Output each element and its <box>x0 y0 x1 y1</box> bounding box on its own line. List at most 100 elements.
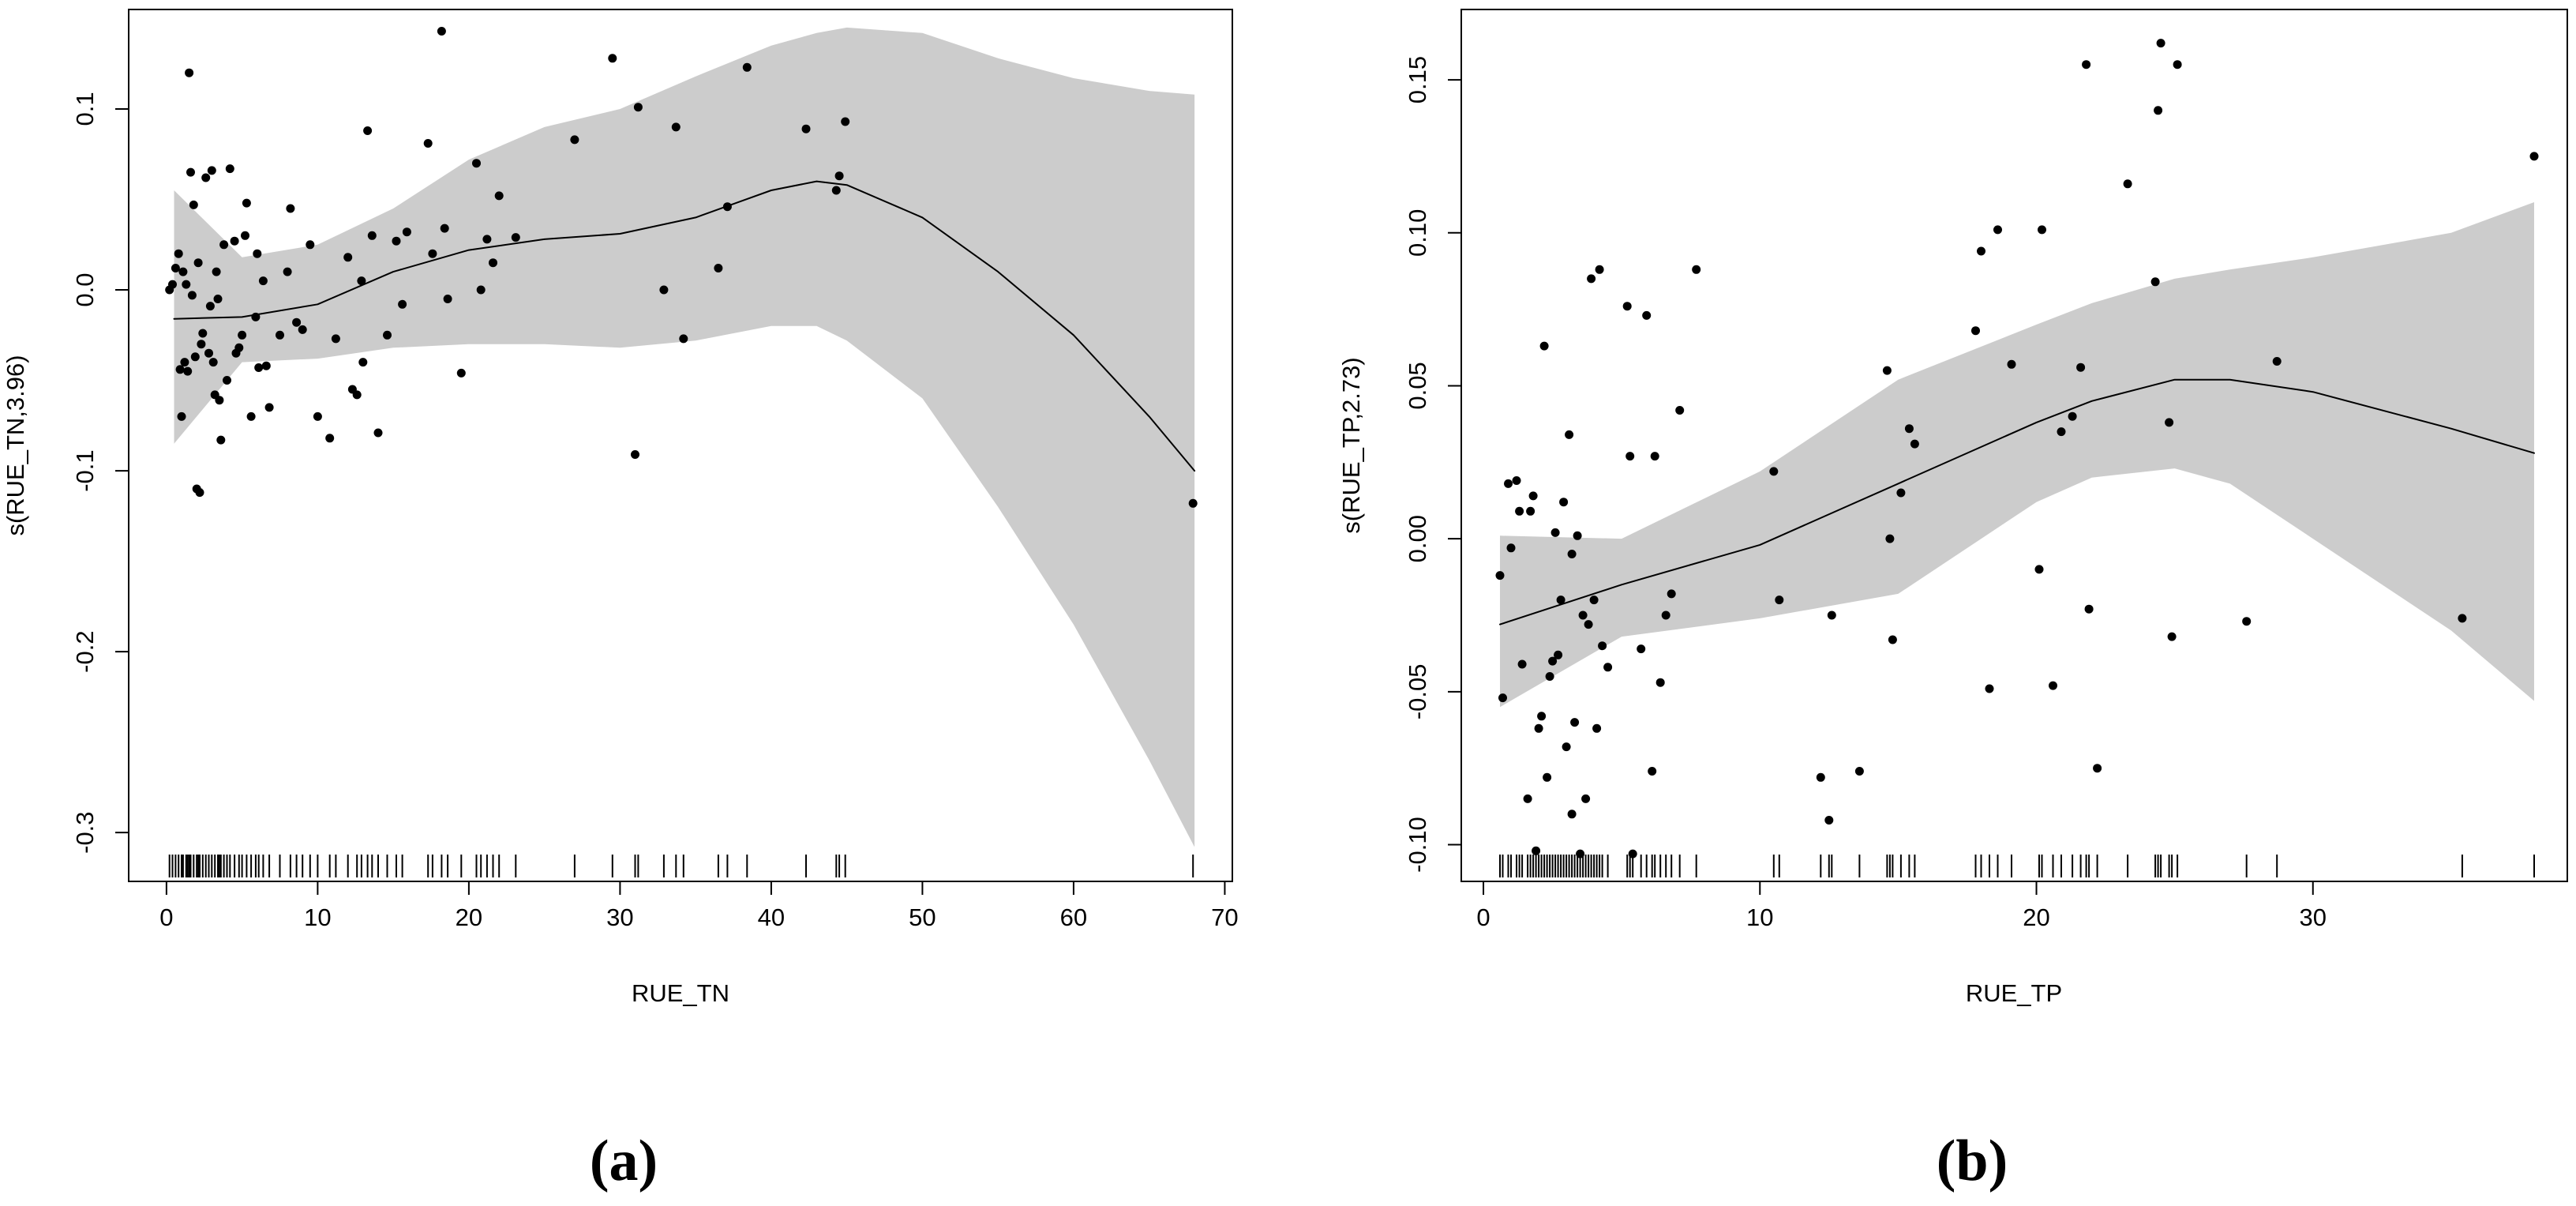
panel-b-y-tick-label: 0.05 <box>1404 362 1431 409</box>
panel-b-data-point <box>1655 678 1665 687</box>
panel-a-data-point <box>801 124 811 133</box>
panel-a-data-point <box>182 280 191 289</box>
panel-b-data-point <box>2242 617 2252 626</box>
panel-a-data-point <box>742 62 752 72</box>
panel-b-data-point <box>1882 366 1892 375</box>
panel-a-data-point <box>489 258 497 268</box>
panel-b-data-point <box>2123 179 2132 189</box>
panel-b-data-point <box>1515 506 1524 516</box>
panel-a-data-point <box>174 249 183 258</box>
panel-a-data-point <box>177 411 186 421</box>
panel-a-data-point <box>440 224 449 233</box>
panel-b-y-tick-label: 0.15 <box>1404 56 1431 103</box>
panel-b-data-point <box>2156 39 2165 48</box>
panel-a-data-point <box>231 348 241 358</box>
panel-a-data-point <box>246 411 256 421</box>
panel-b-y-tick-label: -0.10 <box>1404 817 1431 873</box>
panel-a-data-point <box>230 236 239 246</box>
panel-b-data-point <box>1896 488 1906 498</box>
panel-b-data-point <box>2458 614 2467 623</box>
panel-b-data-point <box>1888 635 1897 644</box>
panel-a-x-axis: 0 10 20 30 40 50 60 70 <box>159 881 1239 931</box>
panel-a-data-point <box>472 159 481 168</box>
panel-b-data-point <box>1578 611 1588 620</box>
panel-b-data-point <box>1537 712 1547 721</box>
panel-a-data-point <box>183 366 193 376</box>
panel-a-data-point <box>197 340 206 349</box>
panel-b-data-point <box>1993 225 2002 235</box>
panel-a-data-point <box>363 126 373 135</box>
panel-a-data-point <box>205 302 215 311</box>
panel-b-data-point <box>2049 681 2057 690</box>
panel-a-data-point <box>207 166 216 175</box>
panel-a-data-point <box>343 253 353 262</box>
panel-a-data-point <box>261 361 271 370</box>
panel-b-data-point <box>1589 595 1599 605</box>
panel-b-data-point <box>1637 644 1646 654</box>
panel-a-data-point <box>242 198 251 208</box>
panel-b-x-tick-label: 0 <box>1476 904 1490 931</box>
panel-b-data-point <box>1595 265 1604 274</box>
panel-a-data-point <box>198 329 208 338</box>
panel-b-data-point <box>1559 498 1569 507</box>
panel-a-data-point <box>225 164 234 174</box>
panel-a-data-point <box>659 285 669 295</box>
panel-b-data-point <box>2007 359 2016 369</box>
panel-b-x-axis: 0 10 20 30 <box>1476 881 2327 931</box>
panel-a-data-point <box>608 54 617 63</box>
panel-a-data-point <box>671 122 681 132</box>
panel-b-data-point <box>1506 543 1516 553</box>
panel-b-data-point <box>2057 427 2066 437</box>
panel-b-data-point <box>1904 424 1914 434</box>
panel-a-data-point <box>208 358 218 367</box>
panel-a-x-tick-label: 50 <box>909 904 936 931</box>
panel-a-data-point <box>185 68 194 77</box>
panel-a-data-point <box>180 358 189 367</box>
panel-b-label: (b) <box>1937 1129 2008 1193</box>
panel-a-data-point <box>331 334 340 344</box>
panel-a-data-point <box>1188 498 1198 508</box>
panel-a-confidence-band <box>174 27 1195 847</box>
panel-a-data-point <box>178 267 188 276</box>
panel-a-data-point <box>201 173 211 182</box>
panel-b-data-point <box>1603 663 1613 672</box>
panel-a-data-point <box>722 202 732 212</box>
panel-b-data-point <box>2154 106 2163 115</box>
panel-b-data-point <box>1565 430 1574 439</box>
panel-b-data-point <box>1495 571 1505 580</box>
panel-b-data-point <box>1692 265 1701 274</box>
panel-a-smooth-fit-line <box>173 180 1196 472</box>
panel-a-data-point <box>187 291 197 300</box>
panel-b-y-tick-label: -0.05 <box>1404 663 1431 719</box>
panel-a-data-point <box>168 280 177 289</box>
panel-a-data-point <box>347 385 357 394</box>
panel-b-data-point <box>1628 849 1637 858</box>
panel-a-data-point <box>570 135 579 145</box>
panel-a-y-tick-label: 0.1 <box>71 92 99 126</box>
panel-b-fit-layer <box>1499 378 2535 626</box>
panel-a-data-point <box>358 358 368 367</box>
panel-a-data-point <box>189 200 198 209</box>
panel-b-data-point <box>1556 595 1565 605</box>
panel-b-data-point <box>1523 794 1532 803</box>
panel-b-data-point <box>1854 767 1864 776</box>
panel-b-data-point <box>1827 611 1836 620</box>
panel-a-data-point <box>494 191 504 201</box>
panel-a-data-point <box>212 267 221 276</box>
panel-b-data-point <box>2068 411 2077 421</box>
panel-a-data-point <box>175 365 185 374</box>
panel-b-data-point <box>1584 620 1593 629</box>
panel-a-data-point <box>383 330 392 340</box>
panel-a-y-tick-label: -0.3 <box>71 811 99 853</box>
panel-a-data-point <box>251 312 261 321</box>
panel-a-data-point <box>186 167 195 177</box>
panel-a-y-tick-label: 0.0 <box>71 272 99 306</box>
panel-b-data-point <box>1543 772 1552 782</box>
panel-a-data-point <box>215 396 224 405</box>
panel-a-data-point <box>511 233 520 242</box>
panel-b-data-point <box>1539 341 1549 351</box>
panel-a-data-point <box>193 258 203 268</box>
panel-a-data-point <box>286 204 295 213</box>
panel-b-data-point <box>1769 467 1779 476</box>
panel-b-data-point <box>1526 506 1535 516</box>
